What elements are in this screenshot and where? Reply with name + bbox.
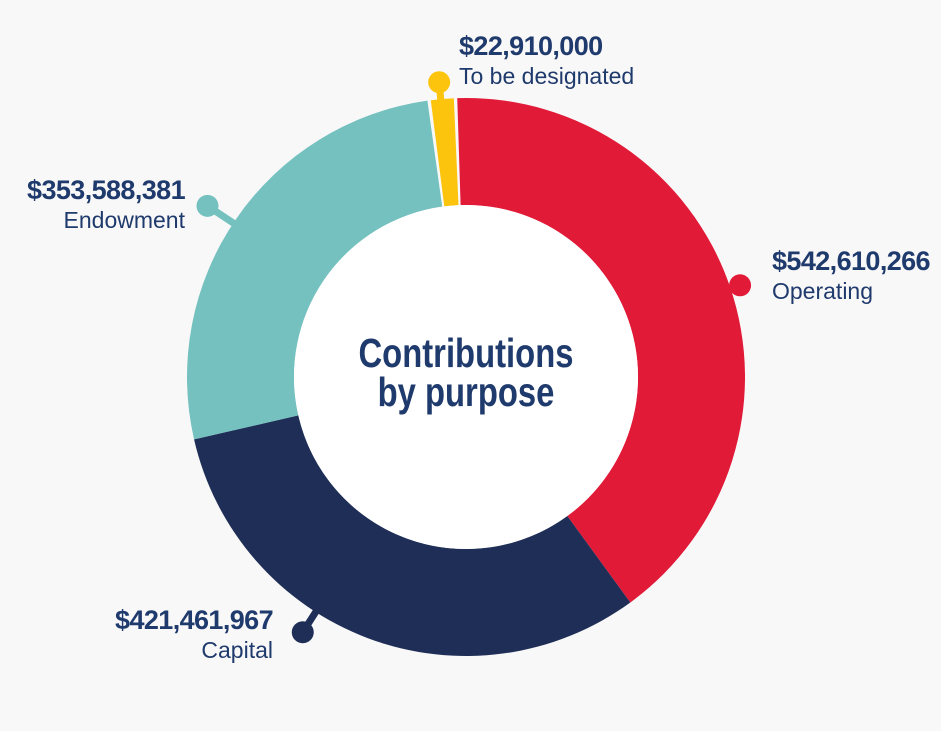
pointer-dot-to-be-designated <box>428 71 451 94</box>
segment-endowment <box>187 100 443 440</box>
callout-label-to-be-designated: To be designated <box>459 63 635 89</box>
callout-label-endowment: Endowment <box>63 207 185 233</box>
callout-operating: $542,610,266 Operating <box>772 246 931 306</box>
donut-hole <box>294 205 638 549</box>
callout-value-operating: $542,610,266 <box>772 246 931 276</box>
callout-capital: $421,461,967 Capital <box>115 605 274 665</box>
segment-operating <box>457 98 745 603</box>
callout-value-capital: $421,461,967 <box>115 605 274 635</box>
pointer-dot-endowment <box>196 194 219 217</box>
segment-to-be-designated <box>430 98 459 207</box>
callout-value-to-be-designated: $22,910,000 <box>459 31 603 61</box>
callout-value-endowment: $353,588,381 <box>27 175 186 205</box>
pointer-dot-capital <box>291 621 314 644</box>
chart-title-line1: Contributions <box>358 330 574 376</box>
callout-label-capital: Capital <box>201 637 273 663</box>
segment-capital <box>194 415 631 656</box>
chart-title-line2: by purpose <box>377 369 555 415</box>
callout-label-operating: Operating <box>772 278 874 304</box>
pointer-dot-operating <box>729 274 752 297</box>
chart-title: Contributions by purpose <box>226 330 706 415</box>
callout-endowment: $353,588,381 Endowment <box>27 175 186 235</box>
callout-to-be-designated: $22,910,000 To be designated <box>459 31 634 91</box>
